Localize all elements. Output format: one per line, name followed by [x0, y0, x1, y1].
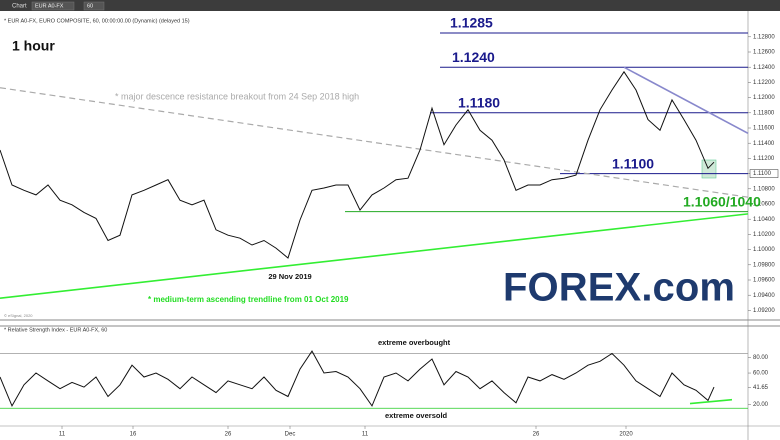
y-tick-label: 1.12000 — [753, 95, 775, 101]
level-label: 1.1100 — [612, 155, 654, 171]
y-tick-label: 1.09600 — [753, 278, 775, 284]
trendline — [0, 87, 749, 198]
y-tick-label: 1.11400 — [753, 141, 775, 147]
y-tick-label: 1.11600 — [753, 126, 775, 132]
annotation: extreme oversold — [385, 411, 448, 420]
annotation: * medium-term ascending trendline from 0… — [148, 295, 349, 304]
x-tick-label: Dec — [285, 432, 296, 438]
y-tick-label: 1.12600 — [753, 50, 775, 56]
last-price-tag — [749, 169, 779, 178]
level-label: 1.1285 — [450, 15, 493, 31]
chart-title: 1 hour — [12, 38, 55, 54]
y-tick-label: 1.11200 — [753, 156, 775, 162]
x-tick-label: 11 — [362, 432, 369, 438]
price-line — [0, 350, 715, 408]
toolbar-symbol[interactable]: EUR A0-FX — [35, 3, 64, 9]
y-tick-label: 60.00 — [753, 371, 769, 377]
x-tick-label: 11 — [59, 432, 66, 438]
y-tick-label: 1.12200 — [753, 80, 775, 86]
y-tick-label: 20.00 — [753, 402, 769, 408]
annotation: extreme overbought — [378, 338, 451, 347]
interval-box[interactable] — [83, 1, 105, 11]
annotation: * major descence resistance breakout fro… — [115, 91, 359, 101]
last-price-label: 1.1100 — [753, 171, 772, 177]
symbol-box[interactable] — [31, 1, 75, 11]
y-tick-label: 1.09400 — [753, 293, 775, 299]
x-tick-label: 26 — [225, 432, 232, 438]
toolbar — [0, 0, 780, 11]
y-tick-label: 1.10200 — [753, 232, 775, 238]
y-tick-label: 1.11800 — [753, 110, 775, 116]
logo-bg — [498, 268, 738, 310]
x-tick-label: 2020 — [619, 432, 633, 438]
level-label: 1.1060/1040 — [683, 193, 761, 209]
x-tick-label: 16 — [130, 432, 137, 438]
trendline — [689, 398, 733, 405]
logo: FOREX.com — [503, 266, 735, 310]
panel-header: * EUR A0-FX, EURO COMPOSITE, 60, 00:00:0… — [4, 18, 190, 24]
y-tick-label: 1.10800 — [753, 186, 775, 192]
y-tick-label: 41.65 — [753, 385, 769, 391]
toolbar-interval[interactable]: 60 — [87, 3, 93, 9]
toolbar-title: Chart — [12, 4, 27, 10]
y-tick-label: 1.12400 — [753, 65, 775, 71]
level-label: 1.1240 — [452, 49, 495, 65]
y-tick-label: 1.10400 — [753, 217, 775, 223]
trendline — [0, 213, 749, 300]
panel-header: * Relative Strength Index - EUR A0-FX, 6… — [4, 327, 107, 333]
y-tick-label: 1.09200 — [753, 308, 775, 314]
annotation: 29 Nov 2019 — [268, 272, 311, 281]
price-line — [0, 70, 715, 259]
y-tick-label: 1.10600 — [753, 202, 775, 208]
level-label: 1.1180 — [458, 95, 500, 111]
y-tick-label: 80.00 — [753, 355, 769, 361]
footer: © eSignal, 2020 — [4, 313, 33, 318]
y-tick-label: 1.09800 — [753, 262, 775, 268]
y-tick-label: 1.10000 — [753, 247, 775, 253]
y-tick-label: 1.12800 — [753, 34, 775, 40]
x-tick-label: 26 — [533, 432, 540, 438]
trendline — [623, 66, 749, 135]
